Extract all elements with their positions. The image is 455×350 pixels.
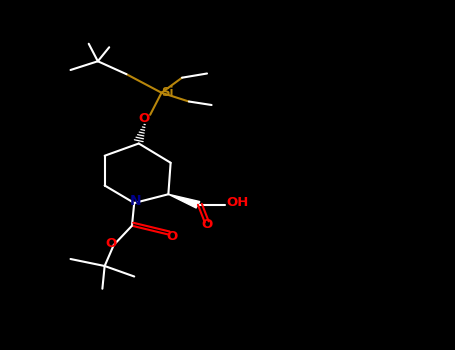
Text: OH: OH [227, 196, 249, 210]
Text: O: O [202, 217, 212, 231]
Text: N: N [129, 194, 141, 208]
Text: O: O [106, 237, 117, 251]
Polygon shape [168, 194, 200, 208]
Text: Si: Si [161, 86, 173, 99]
Text: O: O [167, 230, 177, 243]
Text: O: O [139, 112, 150, 126]
